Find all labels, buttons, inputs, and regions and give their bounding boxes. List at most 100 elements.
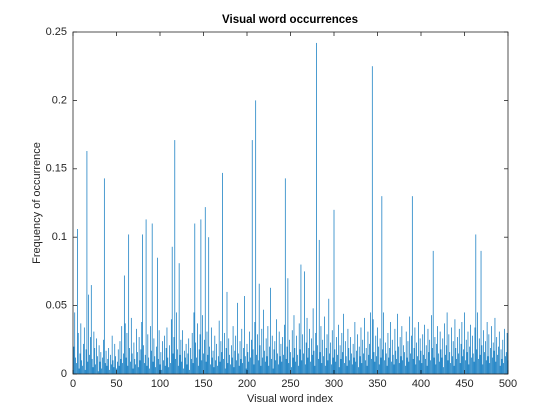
bar <box>193 312 195 374</box>
bar <box>255 100 257 375</box>
bar <box>415 364 417 374</box>
bar <box>251 140 253 374</box>
bar <box>363 353 364 374</box>
bar <box>327 360 329 374</box>
bar <box>428 352 430 374</box>
x-tick-label: 300 <box>325 378 343 390</box>
bar <box>412 358 414 374</box>
bar <box>317 358 319 374</box>
bar <box>437 326 438 374</box>
bar <box>173 337 175 374</box>
bar <box>475 234 477 374</box>
bar <box>373 352 375 374</box>
bar <box>155 367 157 374</box>
bar <box>202 315 203 374</box>
bar <box>133 342 135 374</box>
bar <box>381 196 383 374</box>
bar <box>213 367 215 374</box>
bar <box>265 338 267 374</box>
bar <box>160 352 162 374</box>
bar <box>207 354 209 374</box>
bar <box>162 341 163 374</box>
bar <box>356 350 357 374</box>
bar <box>114 343 116 374</box>
bar <box>237 302 238 374</box>
bar <box>222 172 223 374</box>
bar <box>420 350 422 374</box>
bar <box>496 337 498 374</box>
bar <box>272 368 274 374</box>
bar <box>284 178 286 374</box>
bar <box>170 363 171 374</box>
bar <box>400 356 402 374</box>
bar <box>97 356 98 374</box>
bar <box>498 346 499 374</box>
bar <box>351 353 352 374</box>
bar <box>118 365 120 374</box>
bar <box>234 350 236 374</box>
bar <box>419 338 421 374</box>
bar <box>82 365 83 374</box>
bar <box>178 263 180 374</box>
bar <box>445 354 446 374</box>
bar <box>319 352 321 374</box>
bar <box>379 338 381 374</box>
bar <box>347 328 349 374</box>
bar <box>291 330 293 374</box>
bar <box>281 361 283 374</box>
bar <box>215 360 217 374</box>
x-axis-label: Visual word index <box>247 393 334 405</box>
bar <box>73 346 75 374</box>
bar <box>89 354 90 374</box>
bar <box>353 357 355 374</box>
x-tick-label: 250 <box>281 378 299 390</box>
bar <box>433 357 435 374</box>
bar <box>219 361 221 374</box>
bar <box>204 207 206 374</box>
y-tick-label: 0.05 <box>46 300 67 312</box>
bar <box>378 346 379 374</box>
bar <box>317 345 318 374</box>
bar <box>164 335 165 374</box>
bar <box>84 369 86 374</box>
bar <box>171 246 173 374</box>
bar <box>402 360 404 374</box>
bar <box>324 316 325 374</box>
bar <box>271 358 272 374</box>
bar <box>303 353 304 374</box>
bar <box>263 309 264 374</box>
bar <box>199 334 201 374</box>
bar <box>304 271 305 374</box>
bar <box>264 350 265 374</box>
bar <box>225 348 227 374</box>
bar <box>362 339 364 374</box>
bar <box>392 354 394 374</box>
x-tick-label: 200 <box>238 378 256 390</box>
bar <box>229 354 230 374</box>
bar <box>378 364 380 374</box>
bar <box>214 335 216 374</box>
bar <box>422 334 424 374</box>
bar <box>482 364 484 374</box>
bar <box>135 364 136 374</box>
bar <box>478 358 479 374</box>
bar <box>157 257 158 374</box>
bar <box>388 357 390 374</box>
bar <box>372 319 374 374</box>
bar <box>257 334 258 374</box>
bar <box>502 339 504 374</box>
bar <box>461 322 463 374</box>
bar <box>438 353 439 374</box>
bar <box>384 360 385 374</box>
bar <box>452 341 454 374</box>
bar <box>357 334 358 374</box>
bar <box>235 335 237 374</box>
bar <box>85 349 87 374</box>
bar <box>183 368 184 374</box>
bar <box>288 363 290 374</box>
bar <box>460 343 462 374</box>
bar <box>393 364 395 374</box>
y-tick-label: 0.25 <box>46 26 67 38</box>
bar <box>411 335 412 374</box>
chart-title: Visual word occurrences <box>222 14 358 26</box>
